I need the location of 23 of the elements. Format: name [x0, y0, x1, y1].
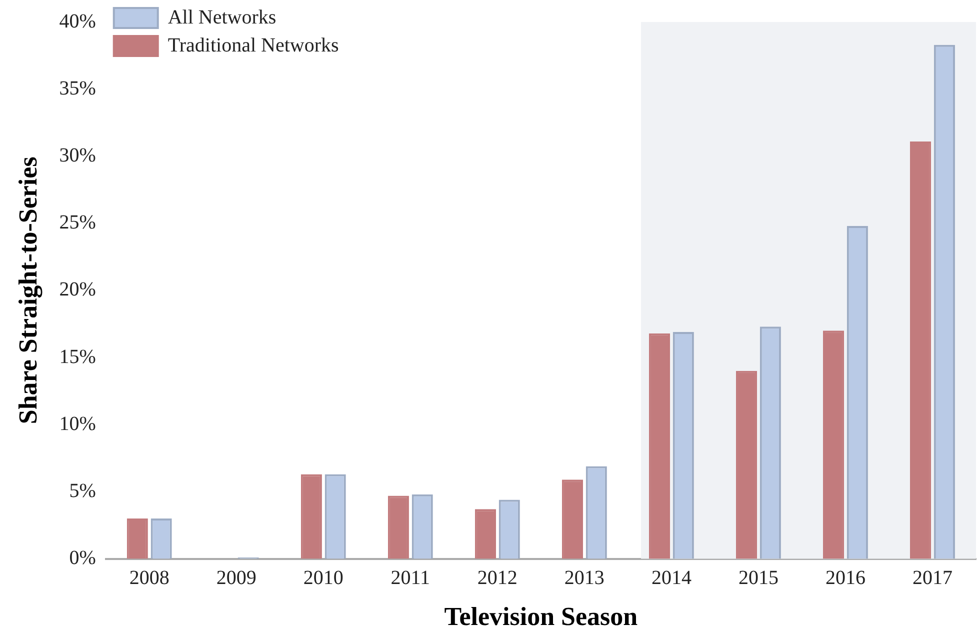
x-tick-label: 2008: [129, 567, 170, 590]
x-tick-label: 2013: [564, 567, 604, 590]
y-tick-label: 25%: [59, 212, 96, 234]
x-tick-label: 2010: [303, 567, 344, 590]
legend-label: Traditional Networks: [168, 34, 339, 56]
y-tick-label: 35%: [59, 77, 96, 100]
x-tick-label: 2011: [390, 567, 430, 590]
x-tick-label: 2012: [477, 567, 518, 590]
x-tick-label: 2017: [912, 567, 952, 590]
y-tick-label: 10%: [59, 412, 96, 435]
x-tick-label: 2016: [825, 567, 866, 590]
x-axis-title: Television Season: [444, 602, 638, 632]
y-tick-label: 20%: [59, 278, 96, 301]
x-tick-label: 2009: [216, 567, 256, 590]
x-tick-label: 2015: [738, 567, 778, 590]
y-tick-label: 0%: [69, 547, 96, 570]
y-tick-label: 30%: [59, 144, 96, 166]
y-tick-label: 5%: [69, 480, 96, 502]
legend-label: All Networks: [168, 6, 276, 28]
y-axis-title: Share Straight-to-Series: [13, 156, 42, 424]
y-tick-label: 15%: [59, 346, 96, 368]
x-tick-label: 2014: [651, 567, 692, 590]
y-tick-label: 40%: [59, 10, 96, 32]
